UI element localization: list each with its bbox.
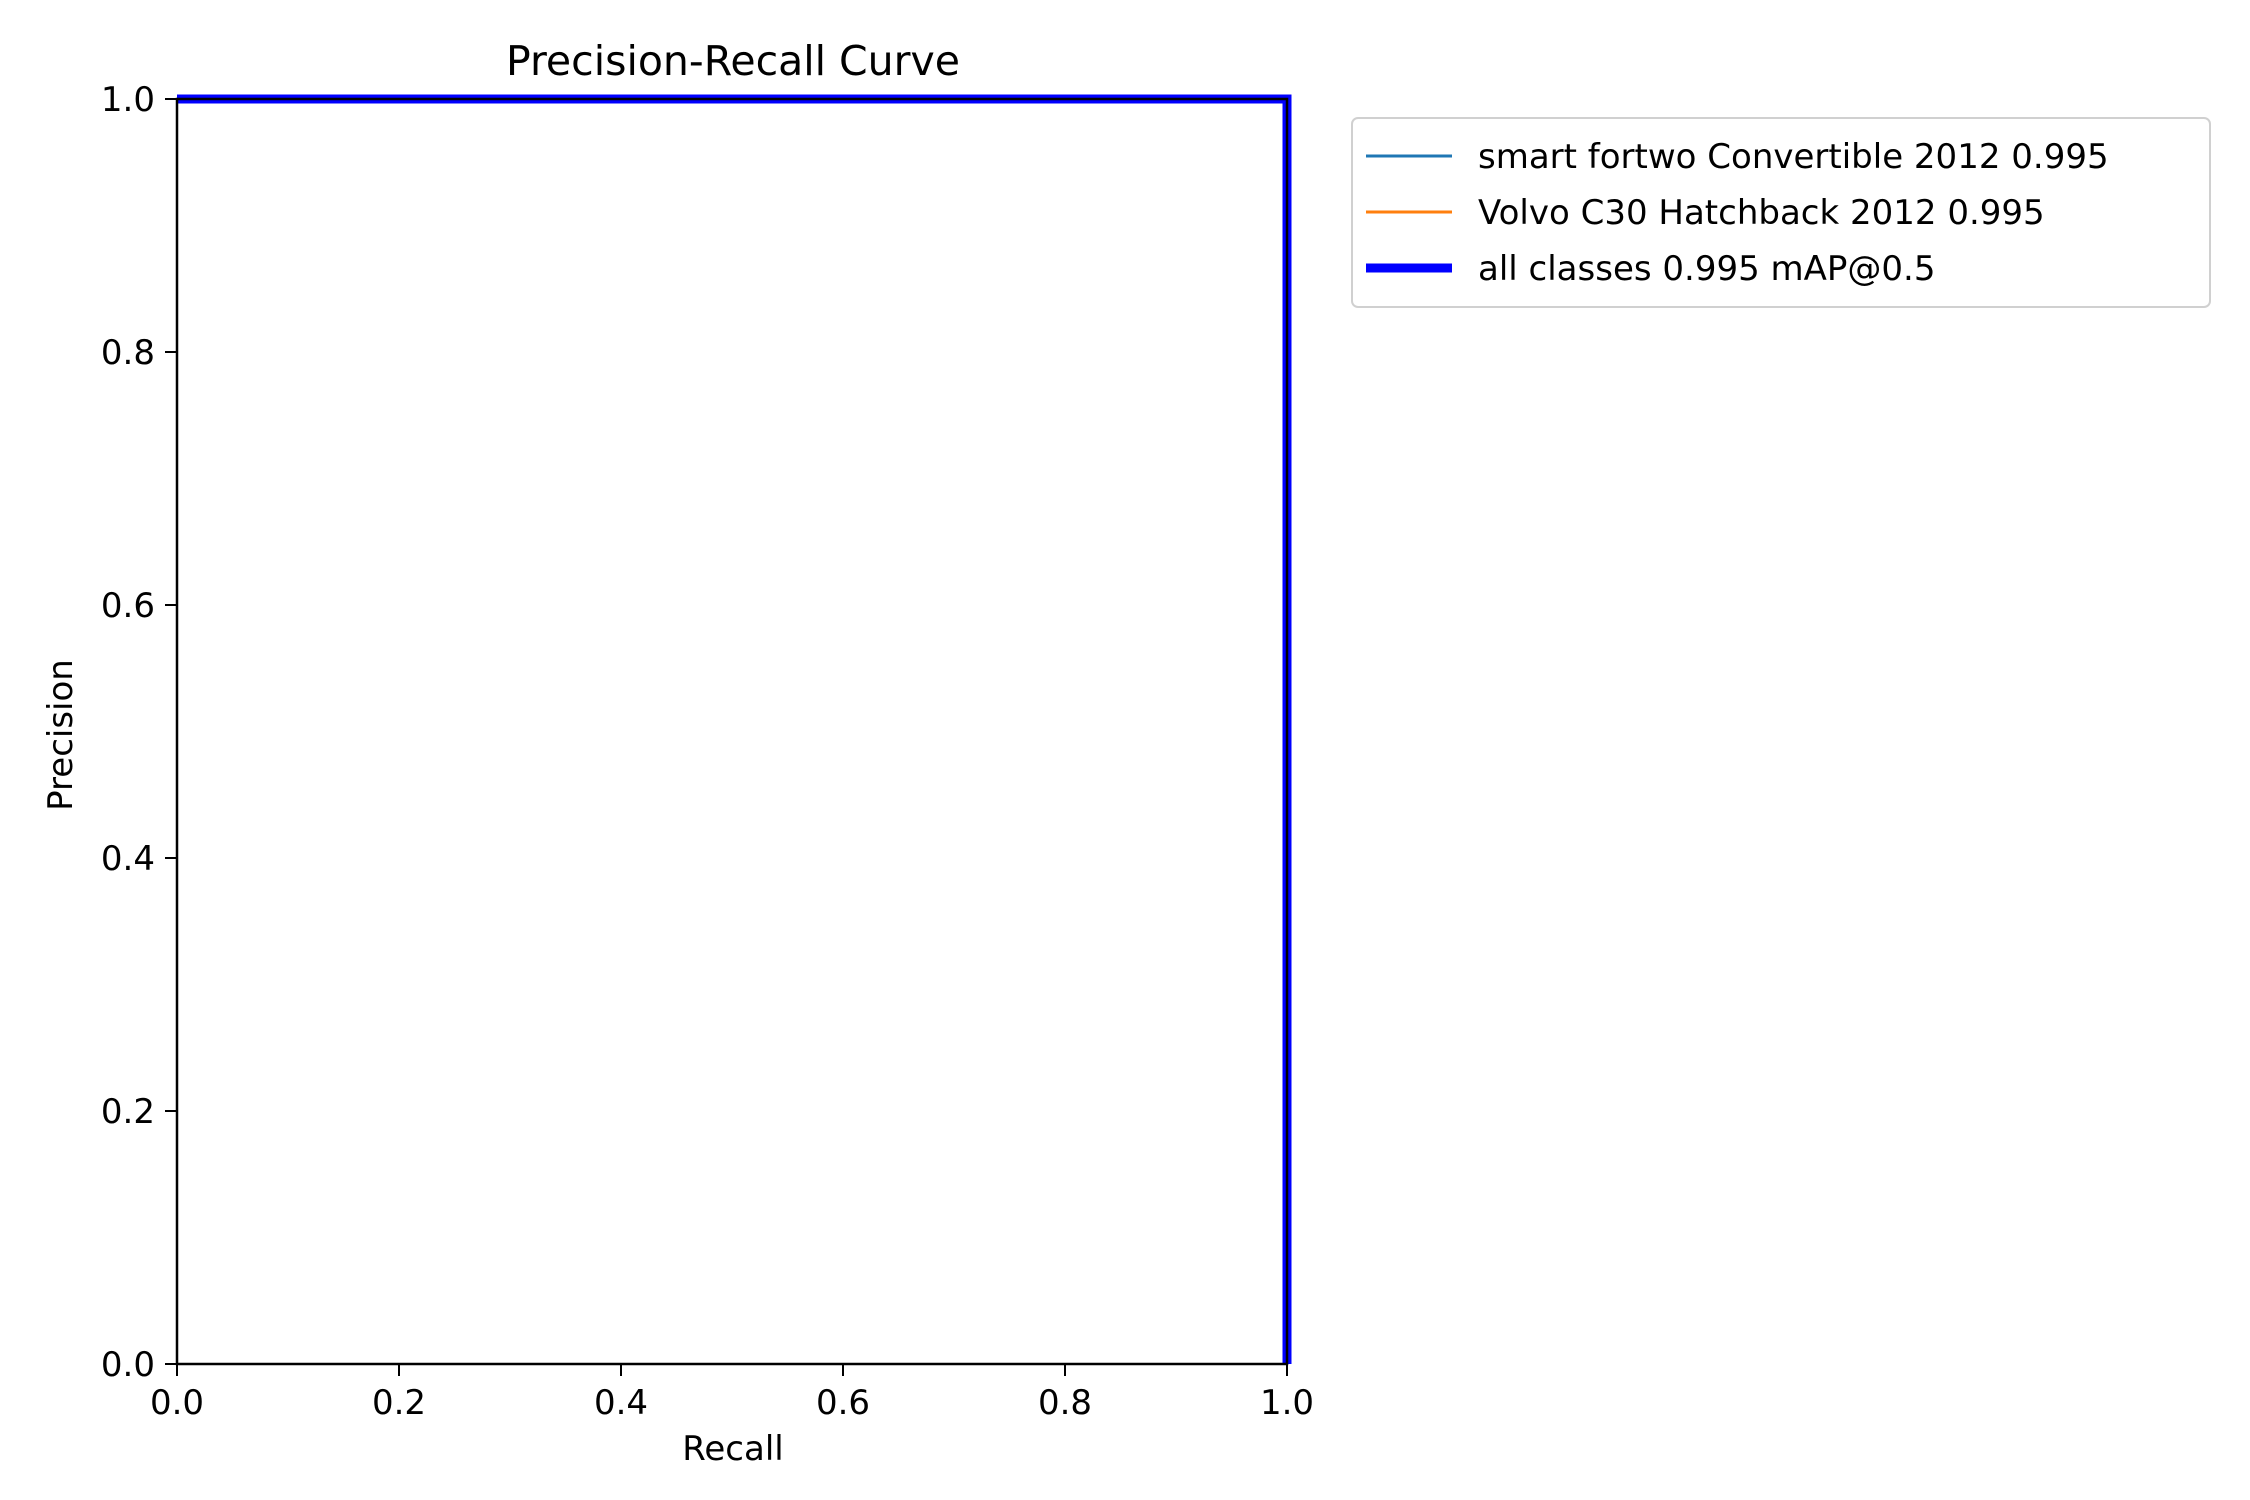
y-tick-label: 0.8 [101, 333, 155, 373]
x-axis-ticks: 0.0 0.2 0.4 0.6 0.8 1.0 [150, 1364, 1314, 1423]
x-tick-label: 0.8 [1038, 1383, 1092, 1423]
chart-title: Precision-Recall Curve [506, 37, 960, 85]
plot-area [175, 97, 1289, 1366]
y-tick-label: 1.0 [101, 80, 155, 120]
legend: smart fortwo Convertible 2012 0.995 Volvo… [1351, 117, 2211, 308]
y-tick-label: 0.4 [101, 839, 155, 879]
y-tick-label: 0.2 [101, 1092, 155, 1132]
legend-label-3: all classes 0.995 mAP@0.5 [1478, 249, 1935, 289]
legend-box [1351, 117, 2211, 308]
x-tick-label: 0.4 [594, 1383, 648, 1423]
x-tick-label: 1.0 [1260, 1383, 1314, 1423]
legend-label-2: Volvo C30 Hatchback 2012 0.995 [1478, 193, 2045, 233]
y-axis-ticks: 0.0 0.2 0.4 0.6 0.8 1.0 [101, 80, 177, 1385]
x-tick-label: 0.2 [372, 1383, 426, 1423]
x-axis-label: Recall [682, 1429, 783, 1469]
x-tick-label: 0.0 [150, 1383, 204, 1423]
legend-label-1: smart fortwo Convertible 2012 0.995 [1478, 137, 2109, 177]
y-tick-label: 0.6 [101, 586, 155, 626]
y-axis-label: Precision [41, 659, 81, 811]
y-tick-label: 0.0 [101, 1345, 155, 1385]
x-tick-label: 0.6 [816, 1383, 870, 1423]
axes-frame [175, 97, 1289, 1366]
